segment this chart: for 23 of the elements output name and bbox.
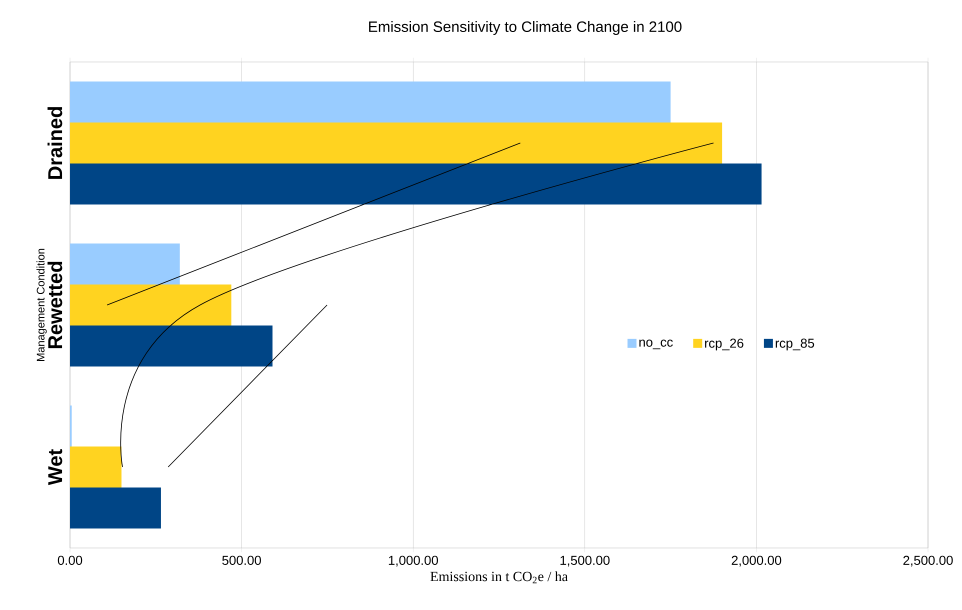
bar	[70, 487, 161, 528]
bar	[70, 325, 272, 366]
y-tick-label: Wet	[48, 449, 62, 486]
chart-title: Emission Sensitivity to Climate Change in 2100	[369, 20, 682, 35]
x-tick-label: 500.00	[222, 556, 261, 565]
x-tick-label: 0.00	[58, 556, 82, 565]
bar	[70, 82, 671, 122]
bar	[70, 163, 762, 204]
y-tick-label: Rewetted	[48, 262, 62, 348]
legend-label: no_cc	[639, 340, 673, 350]
y-axis-title: Management Condition	[36, 248, 47, 361]
x-tick-label: 2,000.00	[732, 556, 782, 566]
legend-label: rcp_26	[705, 338, 744, 350]
bar	[70, 122, 722, 164]
bar	[70, 244, 180, 284]
x-tick-label: 2,500.00	[903, 556, 953, 566]
x-tick-label: 1,500.00	[560, 556, 610, 566]
y-tick-label: Drained	[48, 107, 62, 179]
x-tick-label: 1,000.00	[388, 556, 438, 566]
legend-label: rcp_85	[776, 338, 814, 350]
bar	[70, 284, 232, 326]
x-axis-title: Emissions in t CO$_{2}$e / ha	[430, 571, 568, 584]
bar	[70, 446, 122, 488]
